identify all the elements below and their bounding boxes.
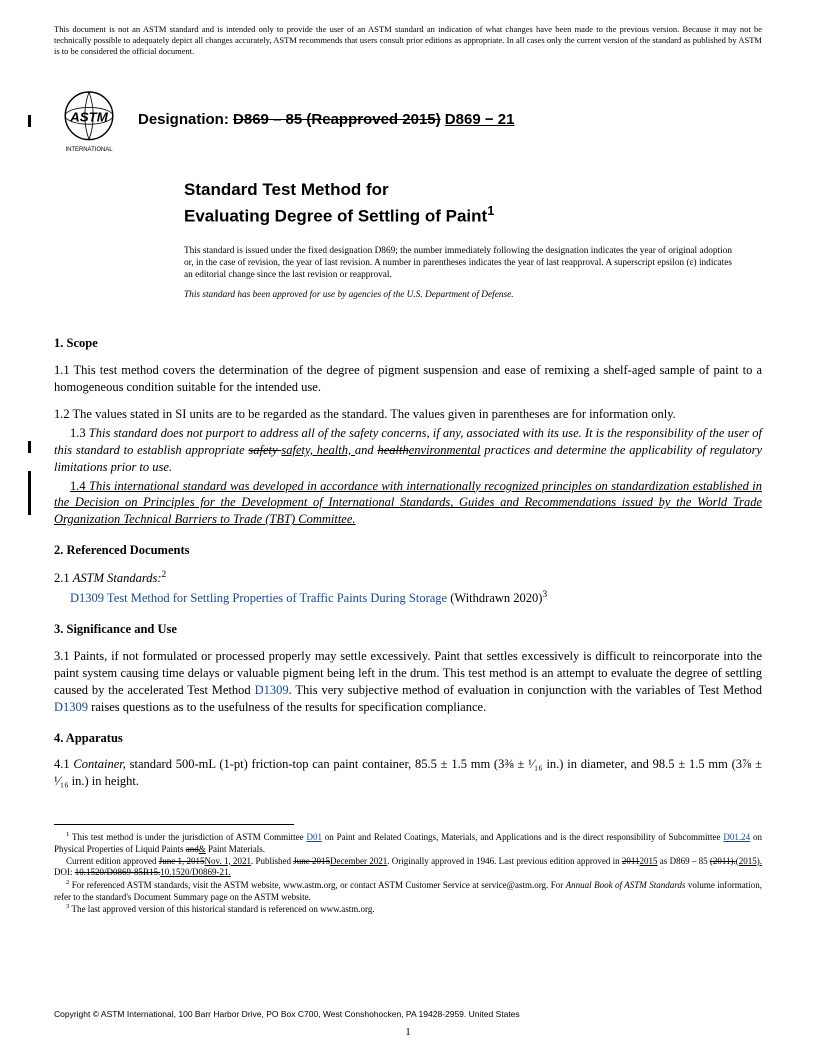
referenced-standard: D1309 Test Method for Settling Propertie… (70, 589, 762, 607)
copyright-line: Copyright © ASTM International, 100 Barr… (54, 1009, 520, 1020)
astm-logo: ASTM INTERNATIONAL (54, 85, 124, 155)
change-bar (28, 471, 31, 515)
issuance-note: This standard is issued under the fixed … (184, 245, 732, 281)
link-d01-24[interactable]: D01.24 (723, 832, 750, 842)
change-bar (28, 441, 31, 453)
designation-header: ASTM INTERNATIONAL Designation: D869 – 8… (54, 85, 762, 155)
svg-text:INTERNATIONAL: INTERNATIONAL (65, 147, 113, 153)
document-title: Standard Test Method for Evaluating Degr… (184, 179, 762, 229)
header-disclaimer: This document is not an ASTM standard an… (54, 24, 762, 57)
para-1-3: 1.3 This standard does not purport to ad… (54, 425, 762, 476)
footnotes: 1 This test method is under the jurisdic… (54, 831, 762, 916)
dod-approval-note: This standard has been approved for use … (184, 289, 762, 302)
link-d1309[interactable]: D1309 (70, 591, 104, 605)
link-d01[interactable]: D01 (306, 832, 322, 842)
section-1-head: 1. Scope (54, 335, 762, 352)
section-3-head: 3. Significance and Use (54, 621, 762, 638)
change-bar (28, 115, 31, 127)
para-1-2: 1.2 The values stated in SI units are to… (54, 406, 762, 423)
designation-text: Designation: D869 – 85 (Reapproved 2015)… (138, 110, 514, 130)
para-3-1: 3.1 Paints, if not formulated or process… (54, 648, 762, 716)
svg-text:ASTM: ASTM (69, 110, 109, 125)
para-2-1: 2.1 ASTM Standards:2 (54, 569, 762, 587)
link-d1309[interactable]: D1309 (54, 700, 88, 714)
para-1-1: 1.1 This test method covers the determin… (54, 362, 762, 396)
para-4-1: 4.1 Container, standard 500-mL (1-pt) fr… (54, 756, 762, 790)
section-4-head: 4. Apparatus (54, 730, 762, 747)
section-2-head: 2. Referenced Documents (54, 542, 762, 559)
footnote-rule (54, 824, 294, 831)
link-d1309[interactable]: D1309 (255, 683, 289, 697)
para-1-4: 1.4 This international standard was deve… (54, 478, 762, 529)
page-number: 1 (0, 1025, 816, 1040)
